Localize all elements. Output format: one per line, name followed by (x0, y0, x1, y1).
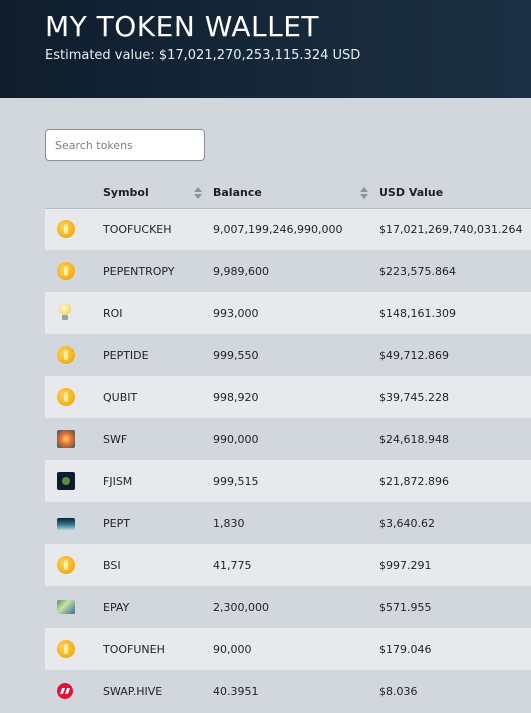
token-usd-value: $49,712.869 (379, 348, 449, 362)
wallet-header: MY TOKEN WALLET Estimated value: $17,021… (0, 0, 531, 98)
estimated-value: Estimated value: $17,021,270,253,115.324… (45, 48, 361, 63)
table-row[interactable]: PEPENTROPY 9,989,600 $223,575.864 (45, 250, 531, 292)
sort-arrows-icon[interactable] (360, 187, 368, 199)
token-usd-value: $179.046 (379, 642, 432, 656)
token-usd-value: $39,745.228 (379, 390, 449, 404)
gold-coin-icon (57, 388, 75, 406)
table-row[interactable]: TOOFUCKEH 9,007,199,246,990,000 $17,021,… (45, 208, 531, 250)
token-balance: 1,830 (213, 516, 245, 530)
table-header-row: Symbol Balance USD Value (45, 178, 531, 209)
token-symbol: SWF (103, 432, 128, 446)
token-balance: 90,000 (213, 642, 252, 656)
gold-coin-icon (57, 346, 75, 364)
epay-token-icon (57, 600, 75, 614)
token-usd-value: $223,575.864 (379, 264, 456, 278)
symbol-column-header[interactable]: Symbol (103, 178, 213, 209)
icon-column-header (45, 178, 103, 209)
fjism-token-icon (57, 472, 75, 490)
table-row[interactable]: SWAP.HIVE 40.3951 $8.036 (45, 670, 531, 712)
token-usd-value: $148,161.309 (379, 306, 456, 320)
token-usd-value: $21,872.896 (379, 474, 449, 488)
token-balance: 998,920 (213, 390, 259, 404)
token-symbol: ROI (103, 306, 123, 320)
balance-header-label: Balance (213, 186, 262, 200)
wallet-content: Symbol Balance USD Value TOOFUCKEH 9,007… (0, 98, 531, 712)
table-row[interactable]: PEPT 1,830 $3,640.62 (45, 502, 531, 544)
token-usd-value: $3,640.62 (379, 516, 435, 530)
token-balance: 999,515 (213, 474, 259, 488)
token-usd-value: $8.036 (379, 684, 418, 698)
swf-token-icon (57, 430, 75, 448)
gold-coin-icon (57, 640, 75, 658)
token-symbol: EPAY (103, 600, 130, 614)
balance-column-header[interactable]: Balance (213, 178, 379, 209)
token-usd-value: $24,618.948 (379, 432, 449, 446)
table-row[interactable]: EPAY 2,300,000 $571.955 (45, 586, 531, 628)
token-symbol: PEPTIDE (103, 348, 149, 362)
token-balance: 40.3951 (213, 684, 259, 698)
token-symbol: TOOFUNEH (103, 642, 165, 656)
page-title: MY TOKEN WALLET (45, 10, 320, 43)
token-symbol: TOOFUCKEH (103, 222, 172, 236)
token-symbol: PEPT (103, 516, 130, 530)
token-balance: 9,989,600 (213, 264, 269, 278)
token-balance: 41,775 (213, 558, 252, 572)
table-row[interactable]: ROI 993,000 $148,161.309 (45, 292, 531, 334)
gold-coin-icon (57, 220, 75, 239)
symbol-header-label: Symbol (103, 186, 149, 200)
usd-value-column-header: USD Value (379, 178, 531, 209)
token-symbol: PEPENTROPY (103, 264, 175, 278)
token-usd-value: $997.291 (379, 558, 432, 572)
table-row[interactable]: BSI 41,775 $997.291 (45, 544, 531, 586)
lightbulb-icon (57, 303, 73, 323)
token-symbol: BSI (103, 558, 121, 572)
gold-coin-icon (57, 262, 75, 280)
token-usd-value: $571.955 (379, 600, 432, 614)
table-row[interactable]: TOOFUNEH 90,000 $179.046 (45, 628, 531, 670)
token-symbol: SWAP.HIVE (103, 684, 163, 698)
token-symbol: FJISM (103, 474, 133, 488)
token-balance: 993,000 (213, 306, 259, 320)
token-usd-value: $17,021,269,740,031.264 (379, 222, 523, 236)
token-table: Symbol Balance USD Value TOOFUCKEH 9,007… (45, 178, 531, 712)
pept-token-icon (57, 517, 75, 530)
token-balance: 999,550 (213, 348, 259, 362)
gold-coin-icon (57, 556, 75, 574)
token-symbol: QUBIT (103, 390, 138, 404)
token-balance: 990,000 (213, 432, 259, 446)
table-row[interactable]: PEPTIDE 999,550 $49,712.869 (45, 334, 531, 376)
sort-arrows-icon[interactable] (194, 187, 202, 199)
table-row[interactable]: SWF 990,000 $24,618.948 (45, 418, 531, 460)
token-balance: 9,007,199,246,990,000 (213, 222, 343, 236)
table-row[interactable]: QUBIT 998,920 $39,745.228 (45, 376, 531, 418)
table-row[interactable]: FJISM 999,515 $21,872.896 (45, 460, 531, 502)
search-input[interactable] (45, 129, 205, 161)
hive-logo-icon (57, 683, 73, 699)
usd-value-header-label: USD Value (379, 186, 444, 200)
token-balance: 2,300,000 (213, 600, 269, 614)
